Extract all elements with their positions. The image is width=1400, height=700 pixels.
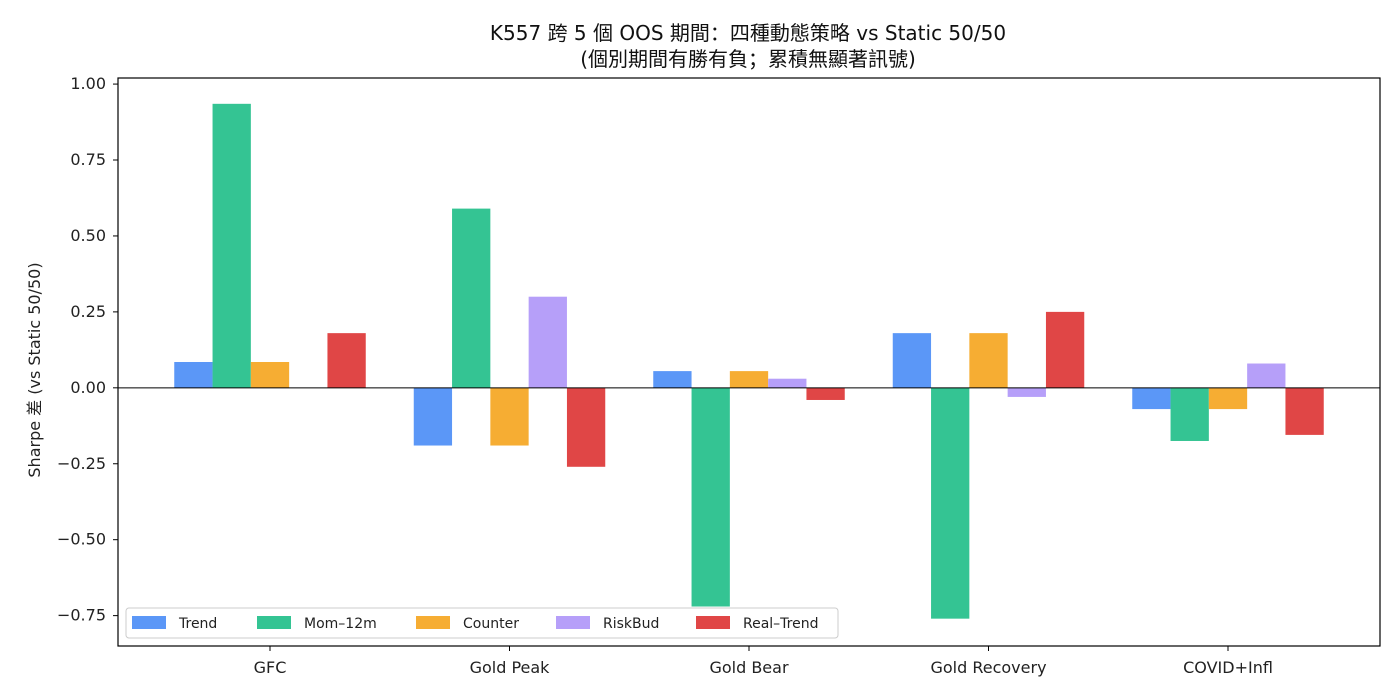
bar-counter-0	[250, 362, 290, 388]
bar-mom-12m-2	[691, 387, 730, 607]
y-tick-label: 0.50	[70, 226, 106, 245]
y-tick-label: −0.25	[57, 454, 106, 473]
bar-riskbud-1	[528, 296, 567, 388]
x-tick-label: Gold Bear	[709, 658, 789, 677]
x-tick-label: COVID+Infl	[1183, 658, 1273, 677]
legend-label: Mom–12m	[304, 616, 377, 632]
y-axis-label: Sharpe 差 (vs Static 50/50)	[25, 262, 44, 477]
legend-swatch	[556, 616, 590, 629]
bar-mom-12m-0	[212, 103, 251, 388]
bar-real-trend-3	[1045, 311, 1085, 388]
y-tick-label: 0.25	[70, 302, 106, 321]
axes-layer: 1.00 0.75 0.50 0.25 0.00 −0.25 −0.50 −0.75 GFC Go…	[57, 74, 1381, 677]
y-tick-label: −0.75	[57, 606, 106, 625]
plot-frame	[117, 77, 1381, 647]
bar-counter-4	[1208, 387, 1248, 410]
bar-mom-12m-1	[452, 208, 491, 388]
x-tick-label: Gold Recovery	[930, 658, 1046, 677]
y-tick-label: 1.00	[70, 74, 106, 93]
legend-swatch	[696, 616, 730, 629]
bar-riskbud-2	[768, 378, 807, 388]
bar-counter-2	[729, 371, 769, 388]
y-tick-label: −0.50	[57, 530, 106, 549]
bars-layer	[174, 103, 1324, 619]
bar-real-trend-2	[806, 387, 845, 400]
bar-real-trend-1	[566, 387, 606, 467]
bar-trend-4	[1132, 387, 1171, 410]
bar-counter-3	[969, 333, 1008, 388]
chart-title: K557 跨 5 個 OOS 期間：四種動態策略 vs Static 50/50	[490, 21, 1006, 45]
legend-label: Real–Trend	[743, 616, 819, 632]
legend-swatch	[416, 616, 450, 629]
bar-trend-3	[892, 333, 932, 388]
x-tick-label: GFC	[254, 658, 287, 677]
bar-real-trend-0	[327, 333, 366, 388]
bar-mom-12m-3	[931, 387, 970, 619]
legend-label: Trend	[178, 616, 217, 632]
bar-mom-12m-4	[1170, 387, 1209, 441]
y-tick-label: 0.00	[70, 378, 106, 397]
legend-label: RiskBud	[603, 616, 659, 632]
bar-trend-1	[413, 387, 453, 446]
x-tick-label: Gold Peak	[470, 658, 551, 677]
legend-swatch	[257, 616, 291, 629]
chart-subtitle: (個別期間有勝有負；累積無顯著訊號)	[580, 47, 916, 71]
legend-swatch	[132, 616, 166, 629]
legend: Trend Mom–12m Counter RiskBud Real–Trend	[125, 607, 839, 639]
bar-riskbud-4	[1247, 363, 1286, 388]
bar-trend-2	[653, 371, 692, 388]
bar-counter-1	[490, 387, 529, 446]
bar-real-trend-4	[1285, 387, 1324, 435]
legend-label: Counter	[463, 616, 519, 632]
y-tick-label: 0.75	[70, 150, 106, 169]
bar-trend-0	[174, 362, 213, 388]
legend-box	[125, 607, 839, 639]
bar-riskbud-3	[1007, 387, 1046, 397]
